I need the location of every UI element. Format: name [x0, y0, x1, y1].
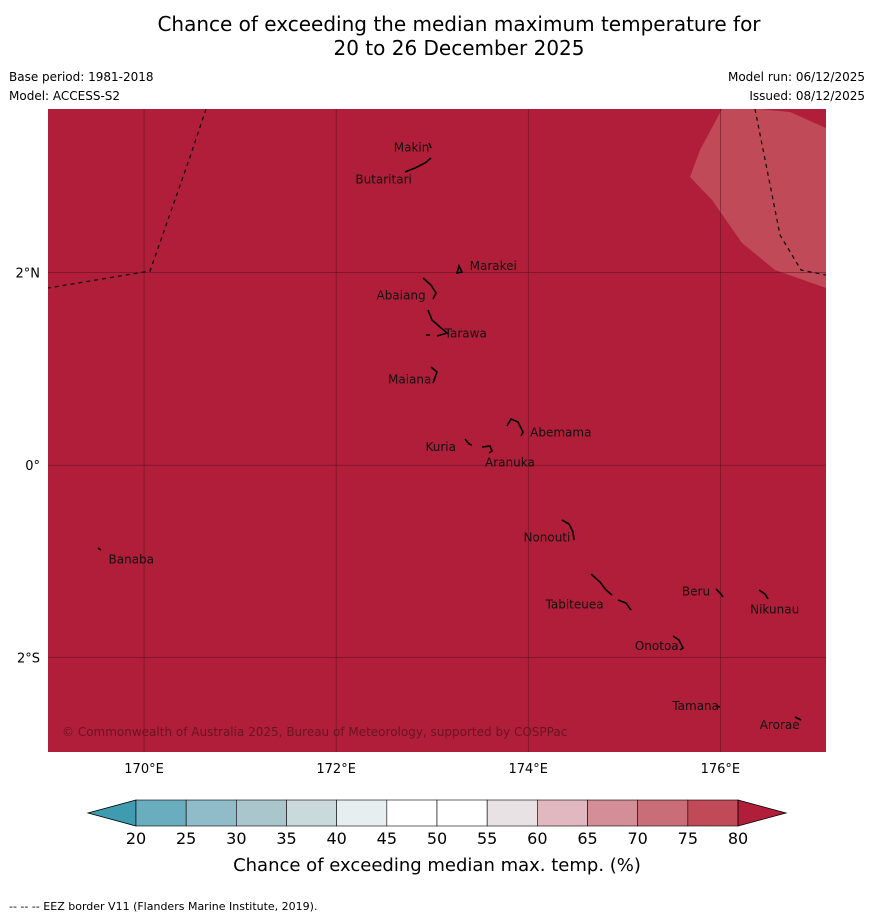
- eez-border: [48, 109, 826, 289]
- colorbar-bin: [687, 799, 739, 827]
- place-label-banaba: Banaba: [109, 552, 155, 566]
- island-arorae: [794, 716, 802, 721]
- place-label-nikunau: Nikunau: [750, 603, 799, 617]
- place-label-onotoa: Onotoa: [635, 639, 679, 653]
- lat-tick-label: 2°N: [16, 267, 41, 282]
- probability-field: [48, 109, 826, 752]
- place-label-tabiteuea: Tabiteuea: [545, 598, 604, 612]
- colorbar-bin: [286, 799, 337, 827]
- island-tarawa: [426, 309, 449, 337]
- title-line-1: Chance of exceeding the median maximum t…: [157, 12, 761, 36]
- colorbar-tick-label: 25: [176, 829, 196, 848]
- island-abemama: [506, 417, 524, 437]
- lat-tick-label: 2°S: [17, 652, 40, 667]
- title-line-2: 20 to 26 December 2025: [333, 36, 585, 60]
- place-label-beru: Beru: [682, 584, 710, 598]
- lat-tick-label: 0°: [25, 459, 40, 474]
- island-kuria: [464, 438, 473, 446]
- colorbar-tick-label: 30: [226, 829, 246, 848]
- colorbar-bin: [236, 799, 287, 827]
- base-period: Base period: 1981-2018: [9, 70, 154, 84]
- colorbar-tick-label: 60: [527, 829, 547, 848]
- colorbar-extend-high: [737, 799, 788, 827]
- place-label-nonouti: Nonouti: [523, 530, 570, 544]
- place-label-abemama: Abemama: [530, 425, 591, 439]
- place-label-aranuka: Aranuka: [485, 455, 535, 469]
- colorbar-tick-label: 45: [377, 829, 397, 848]
- place-label-abaiang: Abaiang: [376, 289, 425, 303]
- colorbar-extend-low: [86, 799, 137, 827]
- colorbar-tick-label: 70: [627, 829, 647, 848]
- graticule: [48, 109, 826, 752]
- island-tabiteuea: [590, 573, 632, 611]
- island-aranuka: [481, 445, 493, 454]
- colorbar-tick-label: 75: [678, 829, 698, 848]
- lon-tick-label: 176°E: [701, 762, 741, 777]
- colorbar-bin: [637, 799, 689, 827]
- colorbar-bin: [486, 799, 538, 827]
- colorbar-tick-label: 80: [728, 829, 748, 848]
- place-label-kuria: Kuria: [425, 440, 456, 454]
- model-run: Model run: 06/12/2025: [727, 70, 865, 84]
- island-butaritari: [404, 157, 432, 173]
- lon-tick-label: 174°E: [508, 762, 548, 777]
- colorbar-label: Chance of exceeding median max. temp. (%…: [233, 855, 641, 876]
- place-label-tamana: Tamana: [671, 699, 719, 713]
- model-name: Model: ACCESS-S2: [9, 89, 121, 103]
- colorbar-bin: [135, 799, 187, 827]
- chart-title: Chance of exceeding the median maximum t…: [0, 12, 873, 60]
- eez-border-west: [48, 109, 207, 289]
- axis-ticks: 2°N 0° 2°S 170°E 172°E 174°E 176°E: [16, 267, 741, 777]
- colorbar-bin: [436, 799, 488, 827]
- colorbar: 20 25 30 35 40 45 50 55 60 65 70 75 80: [86, 799, 788, 848]
- issued-date: Issued: 08/12/2025: [749, 89, 865, 103]
- place-label-arorae: Arorae: [760, 718, 800, 732]
- lon-tick-label: 172°E: [316, 762, 356, 777]
- island-marakei: [455, 263, 464, 275]
- meta-left: Base period: 1981-2018 Model: ACCESS-S2: [9, 70, 154, 108]
- island-nonouti: [561, 519, 575, 541]
- island-maiana: [430, 366, 438, 384]
- islands: [97, 142, 802, 721]
- colorbar-bin: [185, 799, 237, 827]
- colorbar-tick-label: 20: [126, 829, 146, 848]
- colorbar-tick-label: 55: [477, 829, 497, 848]
- colorbar-bin: [336, 799, 388, 827]
- place-label-butaritari: Butaritari: [355, 172, 412, 186]
- colorbar-tick-label: 35: [276, 829, 296, 848]
- island-beru: [715, 588, 724, 598]
- colorbar-tick-label: 40: [326, 829, 346, 848]
- island-banaba: [97, 547, 102, 551]
- place-labels: Makin Butaritari Marakei Abaiang Tarawa Maian…: [109, 141, 800, 733]
- colorbar-tick-label: 65: [577, 829, 597, 848]
- lon-tick-label: 170°E: [124, 762, 164, 777]
- colorbar-bin: [537, 799, 588, 827]
- island-nikunau: [758, 589, 769, 600]
- island-tamana: [715, 705, 721, 708]
- copyright-notice: © Commonwealth of Australia 2025, Bureau…: [62, 725, 567, 739]
- meta-right: Model run: 06/12/2025 Issued: 08/12/2025: [728, 70, 865, 108]
- map-area: Makin Butaritari Marakei Abaiang Tarawa Maian…: [48, 109, 826, 752]
- eez-border-east: [754, 109, 826, 276]
- eez-footnote: -- -- -- EEZ border V11 (Flanders Marine…: [9, 900, 318, 913]
- probability-75-80-region: [690, 109, 826, 288]
- colorbar-tick-label: 50: [427, 829, 447, 848]
- place-label-tarawa: Tarawa: [444, 326, 487, 340]
- island-makin: [428, 142, 432, 149]
- place-label-maiana: Maiana: [388, 372, 431, 386]
- colorbar-bin: [587, 799, 638, 827]
- place-label-marakei: Marakei: [470, 259, 517, 273]
- island-abaiang: [422, 277, 437, 300]
- island-onotoa: [672, 635, 685, 651]
- place-label-makin: Makin: [394, 141, 430, 155]
- colorbar-bin: [386, 799, 438, 827]
